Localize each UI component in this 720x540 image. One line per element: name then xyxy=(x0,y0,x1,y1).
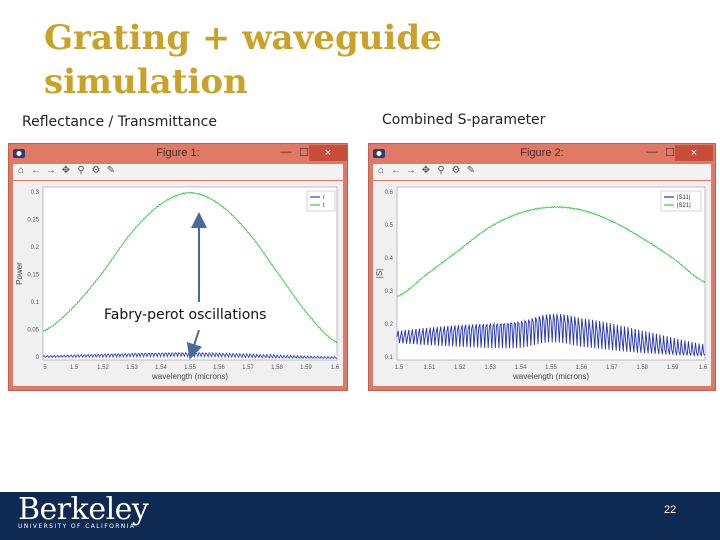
forward-arrow-icon[interactable]: → xyxy=(406,165,416,176)
x-tick-label: 1.5 xyxy=(395,365,404,371)
window-titlebar[interactable]: Figure 1: — ☐ × xyxy=(9,144,347,164)
app-icon xyxy=(373,149,385,158)
x-tick-label: 1.58 xyxy=(636,365,648,371)
save-icon[interactable]: ✎ xyxy=(106,165,116,176)
zoom-icon[interactable]: ⚲ xyxy=(437,165,445,176)
s-parameter-chart: 0.6 0.5 0.4 0.3 0.2 0.11.5 1.51 1.52 1.53 1.54 1.5… xyxy=(375,186,708,381)
close-button[interactable]: × xyxy=(309,145,347,161)
window-title: Figure 1: xyxy=(156,147,200,159)
back-arrow-icon[interactable]: ← xyxy=(31,165,41,176)
x-tick-label: 1.53 xyxy=(484,365,496,371)
y-axis-label: |S| xyxy=(375,269,384,279)
x-tick-label: 1.6 xyxy=(331,365,340,371)
save-icon[interactable]: ✎ xyxy=(466,165,476,176)
y-tick-label: 0.2 xyxy=(385,322,394,328)
maximize-button[interactable]: ☐ xyxy=(665,147,675,159)
window-titlebar[interactable]: Figure 2: — ☐ × xyxy=(369,144,715,164)
y-tick-label: 0.25 xyxy=(27,218,39,224)
page-number: 22 xyxy=(664,504,677,516)
x-tick-label: 1.54 xyxy=(515,365,527,371)
x-tick-label: 1.51 xyxy=(424,365,436,371)
forward-arrow-icon[interactable]: → xyxy=(46,165,56,176)
home-icon[interactable]: ⌂ xyxy=(17,165,25,176)
x-axis-label: wavelength (microns) xyxy=(512,372,589,381)
home-icon[interactable]: ⌂ xyxy=(377,165,385,176)
x-axis-label: wavelength (microns) xyxy=(151,372,228,381)
legend-entry: t xyxy=(323,203,325,209)
legend-entry: r xyxy=(323,195,325,201)
app-icon xyxy=(13,149,25,158)
x-tick-label: 1.58 xyxy=(271,365,283,371)
y-tick-label: 0.05 xyxy=(27,328,39,334)
figure-1-window[interactable]: Figure 1: — ☐ × ⌂ ← → ✥ ⚲ ⚙ ✎ 0.3 0.25 0.2… xyxy=(8,143,348,391)
x-tick-label: 1.5 xyxy=(70,365,79,371)
logo-wordmark: Berkeley xyxy=(18,492,149,527)
reflectance-transmittance-chart: 0.3 0.25 0.2 0.15 0.1 0.05 05 1.5 1.52 1.53 1.54 1.… xyxy=(15,186,340,381)
back-arrow-icon[interactable]: ← xyxy=(391,165,401,176)
y-tick-label: 0.3 xyxy=(31,190,40,196)
berkeley-logo: Berkeley UNIVERSITY OF CALIFORNIA xyxy=(18,492,149,531)
series-line-1 xyxy=(42,191,338,344)
logo-subtitle: UNIVERSITY OF CALIFORNIA xyxy=(18,523,136,530)
window-title: Figure 2: xyxy=(520,147,564,159)
y-axis-label: Power xyxy=(15,262,24,285)
y-tick-label: 0.1 xyxy=(385,355,394,361)
plot-area[interactable]: 0.6 0.5 0.4 0.3 0.2 0.1 1.5 1.51 1.52 1.53 1.54 1.5… xyxy=(373,181,711,386)
caption-reflectance-transmittance: Reflectance / Transmittance xyxy=(22,114,217,130)
zoom-icon[interactable]: ⚲ xyxy=(77,165,85,176)
legend-box xyxy=(660,190,702,212)
legend-box xyxy=(306,190,336,212)
pan-icon[interactable]: ✥ xyxy=(421,165,431,176)
x-tick-label: 1.52 xyxy=(97,365,109,371)
y-tick-label: 0.2 xyxy=(31,245,40,251)
y-tick-label: 0 xyxy=(36,355,40,361)
x-tick-label: 1.59 xyxy=(300,365,312,371)
y-tick-label: 0.1 xyxy=(31,300,40,306)
caption-s-parameter: Combined S-parameter xyxy=(382,112,546,128)
x-tick-label: 1.55 xyxy=(184,365,196,371)
x-tick-label: 5 xyxy=(43,365,47,371)
x-tick-label: 1.56 xyxy=(576,365,588,371)
minimize-button[interactable]: — xyxy=(280,146,292,158)
close-button[interactable]: × xyxy=(675,145,713,161)
figure-toolbar: ⌂ ← → ✥ ⚲ ⚙ ✎ xyxy=(13,164,343,180)
axes-frame xyxy=(42,186,338,361)
figure-2-window[interactable]: Figure 2: — ☐ × ⌂ ← → ✥ ⚲ ⚙ ✎ 0.6 0.5 0.4 0… xyxy=(368,143,716,391)
series-line-0 xyxy=(396,313,706,358)
plot-area[interactable]: 0.3 0.25 0.2 0.15 0.1 0.05 0 5 1.5 1.52 1.53 1.54 1.… xyxy=(13,181,343,386)
arrow-to-reflectance xyxy=(186,329,203,360)
x-tick-label: 1.54 xyxy=(155,365,167,371)
legend-entry: |S21| xyxy=(677,203,691,209)
x-tick-label: 1.53 xyxy=(126,365,138,371)
x-tick-label: 1.55 xyxy=(545,365,557,371)
maximize-button[interactable]: ☐ xyxy=(299,147,309,159)
x-tick-label: 1.59 xyxy=(667,365,679,371)
figure-toolbar: ⌂ ← → ✥ ⚲ ⚙ ✎ xyxy=(373,164,711,180)
x-tick-label: 1.6 xyxy=(699,365,708,371)
fabry-perot-annotation: Fabry-perot oscillations xyxy=(104,307,267,323)
x-tick-label: 1.52 xyxy=(454,365,466,371)
y-tick-label: 0.15 xyxy=(27,273,39,279)
legend-entry: |S11| xyxy=(677,195,691,201)
slide-title: Grating + waveguide simulation xyxy=(44,18,442,102)
pan-icon[interactable]: ✥ xyxy=(61,165,71,176)
y-tick-label: 0.3 xyxy=(385,289,394,295)
y-tick-label: 0.4 xyxy=(385,256,394,262)
configure-icon[interactable]: ⚙ xyxy=(451,165,461,176)
x-tick-label: 1.57 xyxy=(242,365,254,371)
series-line-1 xyxy=(396,205,706,297)
y-tick-label: 0.5 xyxy=(385,223,394,229)
x-tick-label: 1.57 xyxy=(606,365,618,371)
footer-bar xyxy=(0,492,720,540)
minimize-button[interactable]: — xyxy=(646,146,658,158)
configure-icon[interactable]: ⚙ xyxy=(91,165,101,176)
y-tick-label: 0.6 xyxy=(385,190,394,196)
x-tick-label: 1.56 xyxy=(213,365,225,371)
